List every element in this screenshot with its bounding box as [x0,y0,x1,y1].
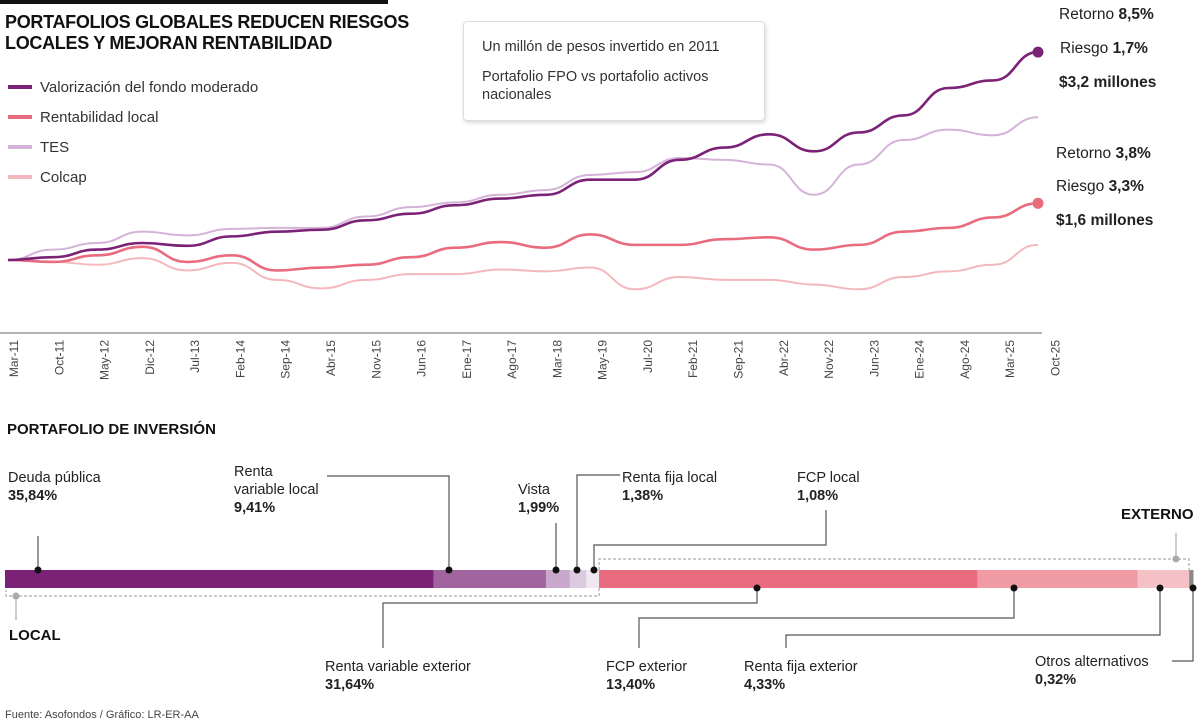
externo-bracket-dot [1172,555,1180,563]
x-tick-label: Ago-17 [505,340,519,379]
x-tick-label: Oct-25 [1049,340,1063,376]
label-fcp-exterior: FCP exterior 13,40% [606,659,688,693]
leader-line [382,588,758,648]
leader-line [576,474,620,570]
fpo-riesgo: Riesgo 1,7% [1060,40,1148,57]
legend: Valorización del fondo moderado Rentabili… [8,72,258,192]
externo-bracket [598,558,1190,570]
x-tick-label: Oct-11 [52,340,66,375]
x-tick-label: May-12 [98,340,112,380]
series-end-marker [1032,197,1044,209]
label-fcp-local: FCP local 1,08% [797,470,860,504]
x-tick-label: Ago-24 [958,340,972,379]
x-tick-label: Jun-23 [867,340,881,377]
x-tick-label: Sep-14 [279,340,293,379]
legend-label: Valorización del fondo moderado [40,78,259,96]
bar-segment [569,570,587,588]
label-renta-fija-exterior: Renta fija exterior 4,33% [744,659,858,693]
fpo-valor: $3,2 millones [1059,74,1157,91]
label-otros-alternativos: Otros alternativos 0,32% [1035,654,1149,688]
legend-item: Colcap [8,162,258,192]
legend-swatch [8,145,32,149]
x-tick-label: Nov-22 [822,340,836,379]
leader-dot [1010,584,1018,592]
bar-segment [586,570,600,588]
leader-dot [1156,584,1164,592]
x-tick-label: Abr-15 [324,340,338,376]
bar-segment [977,570,1138,588]
x-tick-label: Abr-22 [777,340,791,376]
leader-line [638,588,1015,648]
series-line [7,243,1039,291]
x-tick-label: Ene-17 [460,340,474,379]
bar-segment [1189,570,1194,588]
x-tick-label: Nov-15 [369,340,383,379]
x-tick-label: Mar-25 [1003,340,1017,378]
local-valor: $1,6 millones [1056,212,1154,229]
x-tick-label: Jul-20 [641,340,655,373]
series-end-marker [1032,46,1044,58]
local-bracket [5,588,600,597]
x-tick-label: Dic-12 [143,340,157,375]
label-deuda-publica: Deuda pública 35,84% [8,470,101,504]
callout-box: Un millón de pesos invertido en 2011 Por… [463,21,765,121]
leader-dot [1189,584,1197,592]
leader-line [785,588,1161,648]
bar-segment [599,570,978,588]
local-riesgo: Riesgo 3,3% [1056,178,1144,195]
local-bracket-dot [12,592,20,600]
x-tick-label: Mar-11 [7,340,21,377]
leader-dot [573,566,581,574]
x-tick-label: May-19 [596,340,610,380]
legend-item: Valorización del fondo moderado [8,72,258,102]
top-rule [0,0,388,4]
legend-label: Colcap [40,168,87,186]
leader-line [593,510,827,570]
label-renta-variable-exterior: Renta variable exterior 31,64% [325,659,471,693]
x-tick-label: Jun-16 [415,340,429,377]
fpo-retorno: Retorno 8,5% [1059,6,1154,23]
series-line [7,116,1039,261]
bar-segment [433,570,547,588]
bar-segment [545,570,571,588]
legend-label: Rentabilidad local [40,108,159,126]
legend-item: TES [8,132,258,162]
label-renta-variable-local: Renta variable local 9,41% [234,464,319,516]
x-tick-label: Feb-14 [233,340,247,378]
leader-dot [445,566,453,574]
x-tick-label: Mar-18 [550,340,564,378]
legend-item: Rentabilidad local [8,102,258,132]
x-tick-label: Ene-24 [913,340,927,379]
group-label-local: LOCAL [9,627,61,644]
leader-line [1172,588,1194,662]
bar-chart-title: PORTAFOLIO DE INVERSIÓN [7,421,216,438]
callout-line2: Portafolio FPO vs portafolio activos nac… [482,69,709,103]
legend-label: TES [40,138,70,156]
legend-swatch [8,115,32,119]
chart-title: PORTAFOLIOS GLOBALES REDUCEN RIESGOS LOC… [5,12,409,53]
x-tick-label: Feb-21 [686,340,700,378]
series-line [7,50,1039,262]
leader-dot [552,566,560,574]
legend-swatch [8,175,32,179]
series-line [7,202,1039,272]
local-retorno: Retorno 3,8% [1056,145,1151,162]
leader-line [327,475,450,570]
bar-segment [1137,570,1190,588]
x-tick-label: Sep-21 [732,340,746,379]
label-vista: Vista 1,99% [518,482,560,516]
source-note: Fuente: Asofondos / Gráfico: LR-ER-AA [5,709,199,721]
legend-swatch [8,85,32,89]
callout-line1: Un millón de pesos invertido en 2011 [482,39,720,55]
leader-dot [753,584,761,592]
x-tick-label: Jul-13 [188,340,202,373]
bar-segment [5,570,434,588]
label-renta-fija-local: Renta fija local 1,38% [622,470,718,504]
leader-dot [590,566,598,574]
leader-dot [34,566,42,574]
group-label-externo: EXTERNO [1121,506,1194,523]
